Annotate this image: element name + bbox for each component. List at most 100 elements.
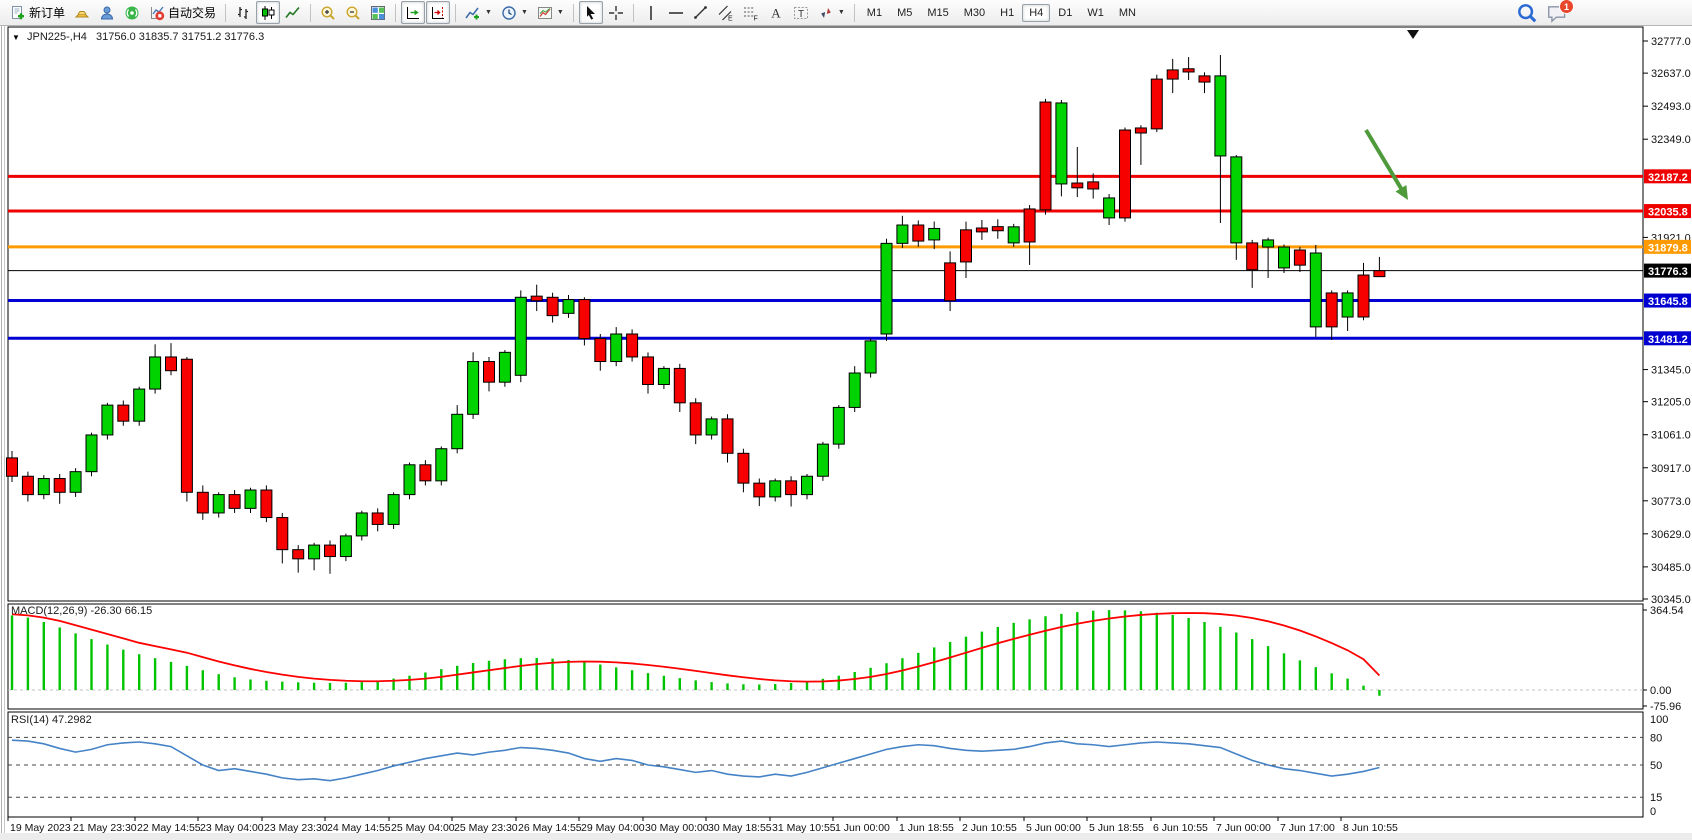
macd-pane[interactable] bbox=[7, 603, 1644, 710]
line-icon bbox=[285, 6, 300, 18]
shift-icon bbox=[432, 6, 445, 19]
toolbar-separator bbox=[395, 3, 397, 22]
search-button[interactable] bbox=[1516, 2, 1538, 23]
cursor-button[interactable] bbox=[578, 1, 603, 24]
new-order-button[interactable]: 新订单 bbox=[6, 1, 69, 24]
new-order-icon bbox=[12, 5, 24, 19]
indicators-button[interactable]: ▼ bbox=[461, 1, 496, 24]
tf-m30[interactable]: M30 bbox=[963, 6, 986, 19]
candle-body bbox=[276, 517, 289, 551]
toolbar-separator bbox=[632, 3, 634, 22]
templates-button[interactable]: ▼ bbox=[533, 1, 568, 24]
zoom-out-button[interactable] bbox=[341, 1, 365, 24]
autotrading-button[interactable]: 自动交易 bbox=[145, 1, 220, 24]
chart-shift-button[interactable] bbox=[426, 1, 451, 24]
fibonacci-button[interactable]: F bbox=[739, 1, 763, 24]
equidistant-channel-button[interactable]: E bbox=[714, 1, 738, 24]
main-price-pane[interactable] bbox=[7, 26, 1644, 602]
toolbar-separator bbox=[572, 3, 574, 22]
tf-mn[interactable]: MN bbox=[1118, 6, 1136, 19]
price-tag-label: 32187.2 bbox=[1648, 172, 1688, 184]
symbol-dropdown-icon[interactable]: ▼ bbox=[12, 33, 20, 42]
bar-chart-button[interactable] bbox=[231, 1, 255, 24]
candle-body bbox=[165, 356, 177, 372]
trend-arrow-annotation[interactable] bbox=[1364, 128, 1404, 192]
candle-body bbox=[594, 338, 607, 363]
time-tick-label: 7 Jun 17:00 bbox=[1280, 822, 1335, 834]
line-chart-button[interactable] bbox=[281, 1, 305, 24]
tf-h1[interactable]: H1 bbox=[1000, 6, 1015, 19]
time-tick-label: 6 Jun 10:55 bbox=[1153, 822, 1208, 834]
candle-body bbox=[498, 351, 511, 383]
crosshair-button[interactable] bbox=[604, 1, 628, 24]
candle-body bbox=[467, 361, 480, 415]
search-icon bbox=[1518, 3, 1537, 22]
time-axis[interactable]: 19 May 2023 21 May 23:30 22 May 14:55 23 Ma… bbox=[7, 817, 1398, 834]
zoom-in-button[interactable] bbox=[316, 1, 340, 24]
signals-button[interactable] bbox=[120, 1, 144, 24]
candle-body bbox=[689, 402, 702, 436]
community-button[interactable] bbox=[95, 1, 119, 24]
scroll-end-marker[interactable] bbox=[1407, 30, 1419, 39]
horizontal-line-button[interactable] bbox=[664, 1, 688, 24]
hline-icon bbox=[668, 11, 683, 14]
chevron-down-icon: ▼ bbox=[556, 9, 564, 16]
candle-body bbox=[1071, 182, 1084, 189]
rsi-tick-label: 0 bbox=[1650, 806, 1656, 818]
price-axis[interactable]: 32777.032637.032493.032349.031921.031345… bbox=[1643, 36, 1691, 818]
price-tag-label: 31776.3 bbox=[1648, 266, 1688, 278]
candle-body bbox=[1055, 102, 1068, 185]
periods-button[interactable]: ▼ bbox=[497, 1, 532, 24]
main-toolbar: 新订单 自动交易 ▼ ▼ ▼ E F A T ▼ M1 M5 M15 M30 H1 H4 D1 W1 MN 1 bbox=[0, 0, 1692, 26]
candle-body bbox=[1357, 274, 1370, 318]
arrows-button[interactable]: ▼ bbox=[814, 1, 849, 24]
time-tick-label: 21 May 23:30 bbox=[73, 822, 137, 834]
tf-w1[interactable]: W1 bbox=[1087, 6, 1104, 19]
tf-h4[interactable]: H4 bbox=[1022, 3, 1051, 22]
text-button[interactable]: A bbox=[764, 1, 788, 24]
auto-scroll-button[interactable] bbox=[401, 1, 426, 24]
candle-body bbox=[355, 512, 368, 537]
tile-windows-button[interactable] bbox=[366, 1, 390, 24]
zoom-out-icon bbox=[346, 5, 360, 20]
candlestick-chart-button[interactable] bbox=[256, 1, 281, 24]
toolbar-separator bbox=[310, 3, 312, 22]
candle-body bbox=[1103, 197, 1116, 219]
candle-body bbox=[308, 544, 321, 560]
market-watch-button[interactable] bbox=[70, 1, 94, 24]
trendline-button[interactable] bbox=[689, 1, 713, 24]
tf-m5[interactable]: M5 bbox=[897, 6, 913, 19]
notification-badge: 1 bbox=[1559, 0, 1574, 14]
price-tag bbox=[1644, 169, 1691, 184]
candle-body bbox=[196, 491, 209, 514]
time-tick-label: 19 May 2023 bbox=[10, 822, 71, 834]
candle-body bbox=[1325, 292, 1338, 328]
svg-text:F: F bbox=[753, 15, 757, 21]
vertical-line-button[interactable] bbox=[639, 1, 663, 24]
community-icon bbox=[101, 6, 114, 19]
signal-icon bbox=[125, 6, 139, 19]
candle-body bbox=[1182, 68, 1195, 73]
candle-body bbox=[848, 372, 861, 408]
price-tick-label: 30485.0 bbox=[1651, 562, 1691, 574]
tline-icon bbox=[693, 5, 707, 19]
tf-m15[interactable]: M15 bbox=[927, 6, 949, 19]
horizontal-level-lines[interactable] bbox=[8, 174, 1643, 340]
candle-body bbox=[339, 535, 352, 558]
candle-body bbox=[657, 367, 670, 385]
price-tag bbox=[1644, 331, 1691, 346]
price-tick-label: 30773.0 bbox=[1651, 496, 1691, 508]
tf-d1[interactable]: D1 bbox=[1058, 6, 1073, 19]
candle-body bbox=[562, 299, 575, 314]
price-tick-label: 30629.0 bbox=[1651, 529, 1691, 541]
candle-body bbox=[546, 296, 559, 317]
candle-body bbox=[483, 361, 495, 383]
tf-m1[interactable]: M1 bbox=[866, 6, 883, 19]
time-tick-label: 31 May 10:55 bbox=[772, 822, 836, 834]
candle-body bbox=[928, 227, 941, 241]
chat-button[interactable]: 1 bbox=[1546, 0, 1574, 23]
text-label-button[interactable]: T bbox=[789, 1, 813, 24]
rsi-indicator-label: RSI(14) 47.2982 bbox=[11, 714, 92, 726]
time-tick-label: 5 Jun 18:55 bbox=[1089, 822, 1144, 834]
